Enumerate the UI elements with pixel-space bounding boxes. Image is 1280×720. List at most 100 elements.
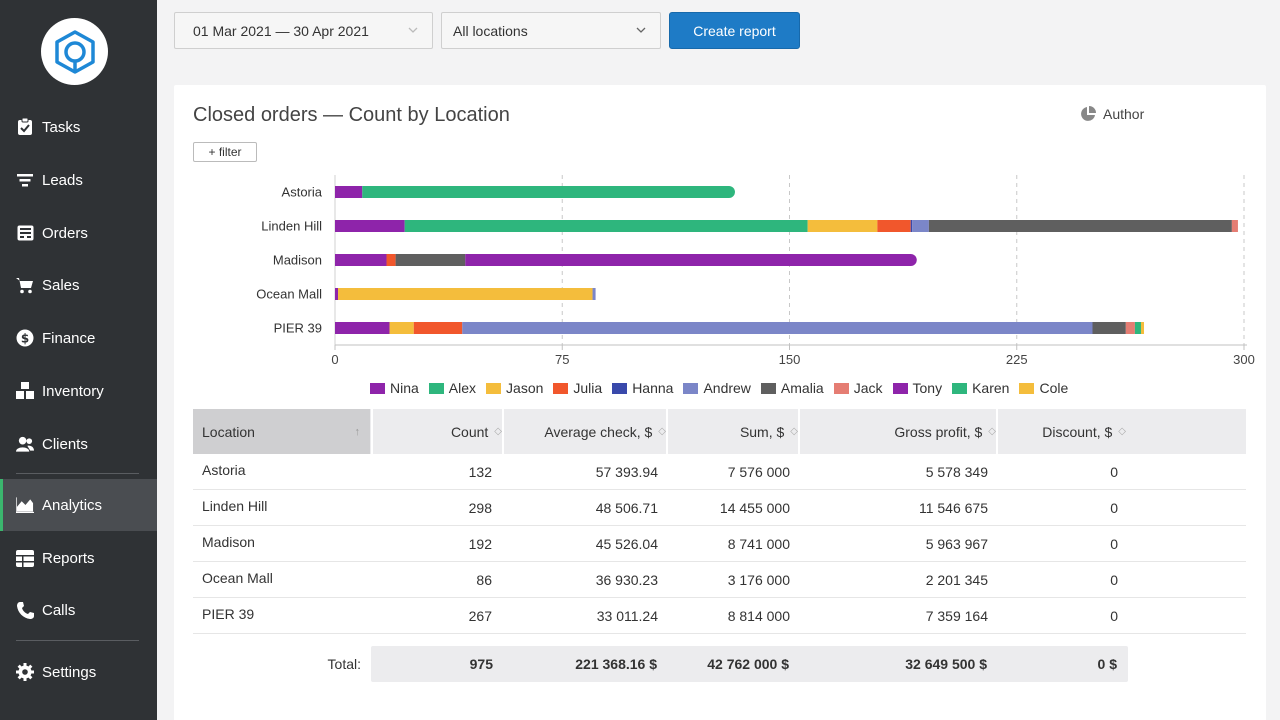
column-header-count[interactable]: Count ◇: [371, 409, 502, 454]
bar-segment-karen: [1134, 322, 1141, 334]
table-row[interactable]: PIER 39 267 33 011.24 8 814 000 7 359 164 0: [193, 598, 1246, 634]
bar-segment-cole: [1140, 322, 1145, 334]
cell-count: 267: [468, 608, 492, 624]
app-logo[interactable]: [41, 18, 108, 85]
total-gross-profit: 32 649 500 $: [905, 656, 987, 672]
legend-item[interactable]: Andrew: [683, 380, 751, 396]
table-icon: [16, 549, 34, 567]
legend-item[interactable]: Jason: [486, 380, 543, 396]
column-header-label: Discount, $: [1042, 423, 1113, 440]
legend-swatch: [612, 382, 628, 394]
column-header-average-check[interactable]: Average check, $ ◇: [502, 409, 666, 454]
nav-label: Reports: [42, 549, 95, 567]
cell-discount: 0: [1110, 572, 1118, 588]
chart-legend: Nina Alex Jason Julia Hanna Andrew Amalia Jack T…: [370, 380, 1068, 396]
legend-item[interactable]: Cole: [1019, 380, 1068, 396]
filter-icon: [16, 171, 34, 189]
sidebar: Tasks Leads Orders Sales $ Finance Inven…: [0, 0, 157, 720]
legend-swatch: [486, 382, 502, 394]
cell-count: 192: [468, 536, 492, 552]
nav-calls[interactable]: Calls: [0, 584, 157, 636]
nav-sales[interactable]: Sales: [0, 259, 157, 311]
bar-segment-julia: [877, 220, 911, 232]
x-tick-label: 300: [1233, 352, 1255, 367]
author-toggle[interactable]: Author: [1080, 106, 1144, 122]
bar-segment-nina: [335, 288, 339, 300]
bar-segment-andrew: [912, 220, 929, 232]
bar-segment-amalia: [1092, 322, 1126, 334]
column-header-label: Sum, $: [739, 423, 785, 440]
cell-gross-profit: 7 359 164: [925, 608, 988, 624]
legend-swatch: [760, 382, 776, 394]
legend-item[interactable]: Karen: [952, 380, 1009, 396]
nav-leads[interactable]: Leads: [0, 154, 157, 206]
legend-label: Jason: [506, 380, 544, 396]
legend-item[interactable]: Nina: [370, 380, 419, 396]
cell-location: PIER 39: [202, 606, 255, 622]
cell-gross-profit: 2 201 345: [925, 572, 988, 588]
legend-item[interactable]: Alex: [428, 380, 476, 396]
column-header-location[interactable]: Location ↑: [193, 409, 370, 454]
cell-count: 298: [468, 500, 492, 516]
cell-average-check: 48 506.71: [595, 500, 658, 516]
legend-item[interactable]: Hanna: [612, 380, 673, 396]
cell-location: Astoria: [202, 462, 246, 478]
bar-segment-andrew: [462, 322, 1093, 334]
cell-location: Linden Hill: [202, 498, 268, 514]
report-card: Closed orders — Count by Location Author…: [174, 85, 1266, 720]
legend-swatch: [428, 382, 444, 394]
y-category-label: Astoria: [282, 185, 323, 200]
legend-item[interactable]: Jack: [833, 380, 883, 396]
table-row[interactable]: Astoria 132 57 393.94 7 576 000 5 578 349 0: [193, 454, 1246, 490]
legend-label: Karen: [972, 380, 1010, 396]
sort-up-icon: ↑: [354, 425, 361, 438]
date-range-select[interactable]: 01 Mar 2021 — 30 Apr 2021: [174, 12, 433, 49]
legend-swatch: [1019, 382, 1035, 394]
table-row[interactable]: Madison 192 45 526.04 8 741 000 5 963 967 0: [193, 526, 1246, 562]
sort-icon: ◇: [790, 426, 798, 437]
bar-segment-julia: [413, 322, 463, 334]
location-select[interactable]: All locations: [441, 12, 661, 49]
nav-finance[interactable]: $ Finance: [0, 312, 157, 364]
legend-item[interactable]: Tony: [892, 380, 942, 396]
bar-segment-tony: [465, 254, 917, 266]
legend-swatch: [553, 382, 569, 394]
boxes-icon: [16, 382, 34, 400]
table-row[interactable]: Ocean Mall 86 36 930.23 3 176 000 2 201 345 0: [193, 562, 1246, 598]
create-report-button[interactable]: Create report: [669, 12, 800, 49]
legend-item[interactable]: Julia: [553, 380, 602, 396]
add-filter-button[interactable]: + filter: [193, 142, 257, 162]
cube-logo-icon: [54, 29, 95, 74]
legend-item[interactable]: Amalia: [760, 380, 824, 396]
bar-segment-nina: [335, 186, 363, 198]
nav-label: Leads: [42, 171, 83, 189]
pie-chart-icon: [1081, 106, 1096, 121]
bar-segment-jason: [389, 322, 414, 334]
chart-area-icon: [16, 496, 34, 514]
column-header-discount[interactable]: Discount, $ ◇: [996, 409, 1126, 454]
sort-icon: ◇: [658, 426, 666, 437]
nav-orders[interactable]: Orders: [0, 207, 157, 259]
y-category-label: PIER 39: [274, 321, 322, 336]
nav-reports[interactable]: Reports: [0, 532, 157, 584]
cell-location: Madison: [202, 534, 255, 550]
nav-label: Orders: [42, 224, 88, 242]
column-header-label: Gross profit, $: [894, 423, 983, 440]
column-header-gross-profit[interactable]: Gross profit, $ ◇: [798, 409, 996, 454]
column-header-sum[interactable]: Sum, $ ◇: [666, 409, 798, 454]
nav-tasks[interactable]: Tasks: [0, 101, 157, 153]
cell-sum: 14 455 000: [719, 500, 790, 516]
nav-analytics[interactable]: Analytics: [0, 479, 157, 531]
cell-gross-profit: 5 578 349: [925, 464, 988, 480]
bar-segment-nina: [335, 254, 387, 266]
table-row[interactable]: Linden Hill 298 48 506.71 14 455 000 11 546 …: [193, 490, 1246, 526]
nav-clients[interactable]: Clients: [0, 418, 157, 470]
nav-settings[interactable]: Settings: [0, 646, 157, 698]
nav-inventory[interactable]: Inventory: [0, 365, 157, 417]
total-sum: 42 762 000 $: [707, 656, 789, 672]
cell-average-check: 45 526.04: [595, 536, 658, 552]
bar-segment-jack: [1231, 220, 1238, 232]
nav-separator: [16, 473, 139, 474]
report-title: Closed orders — Count by Location: [193, 104, 510, 126]
sort-icon: ◇: [1118, 426, 1126, 437]
